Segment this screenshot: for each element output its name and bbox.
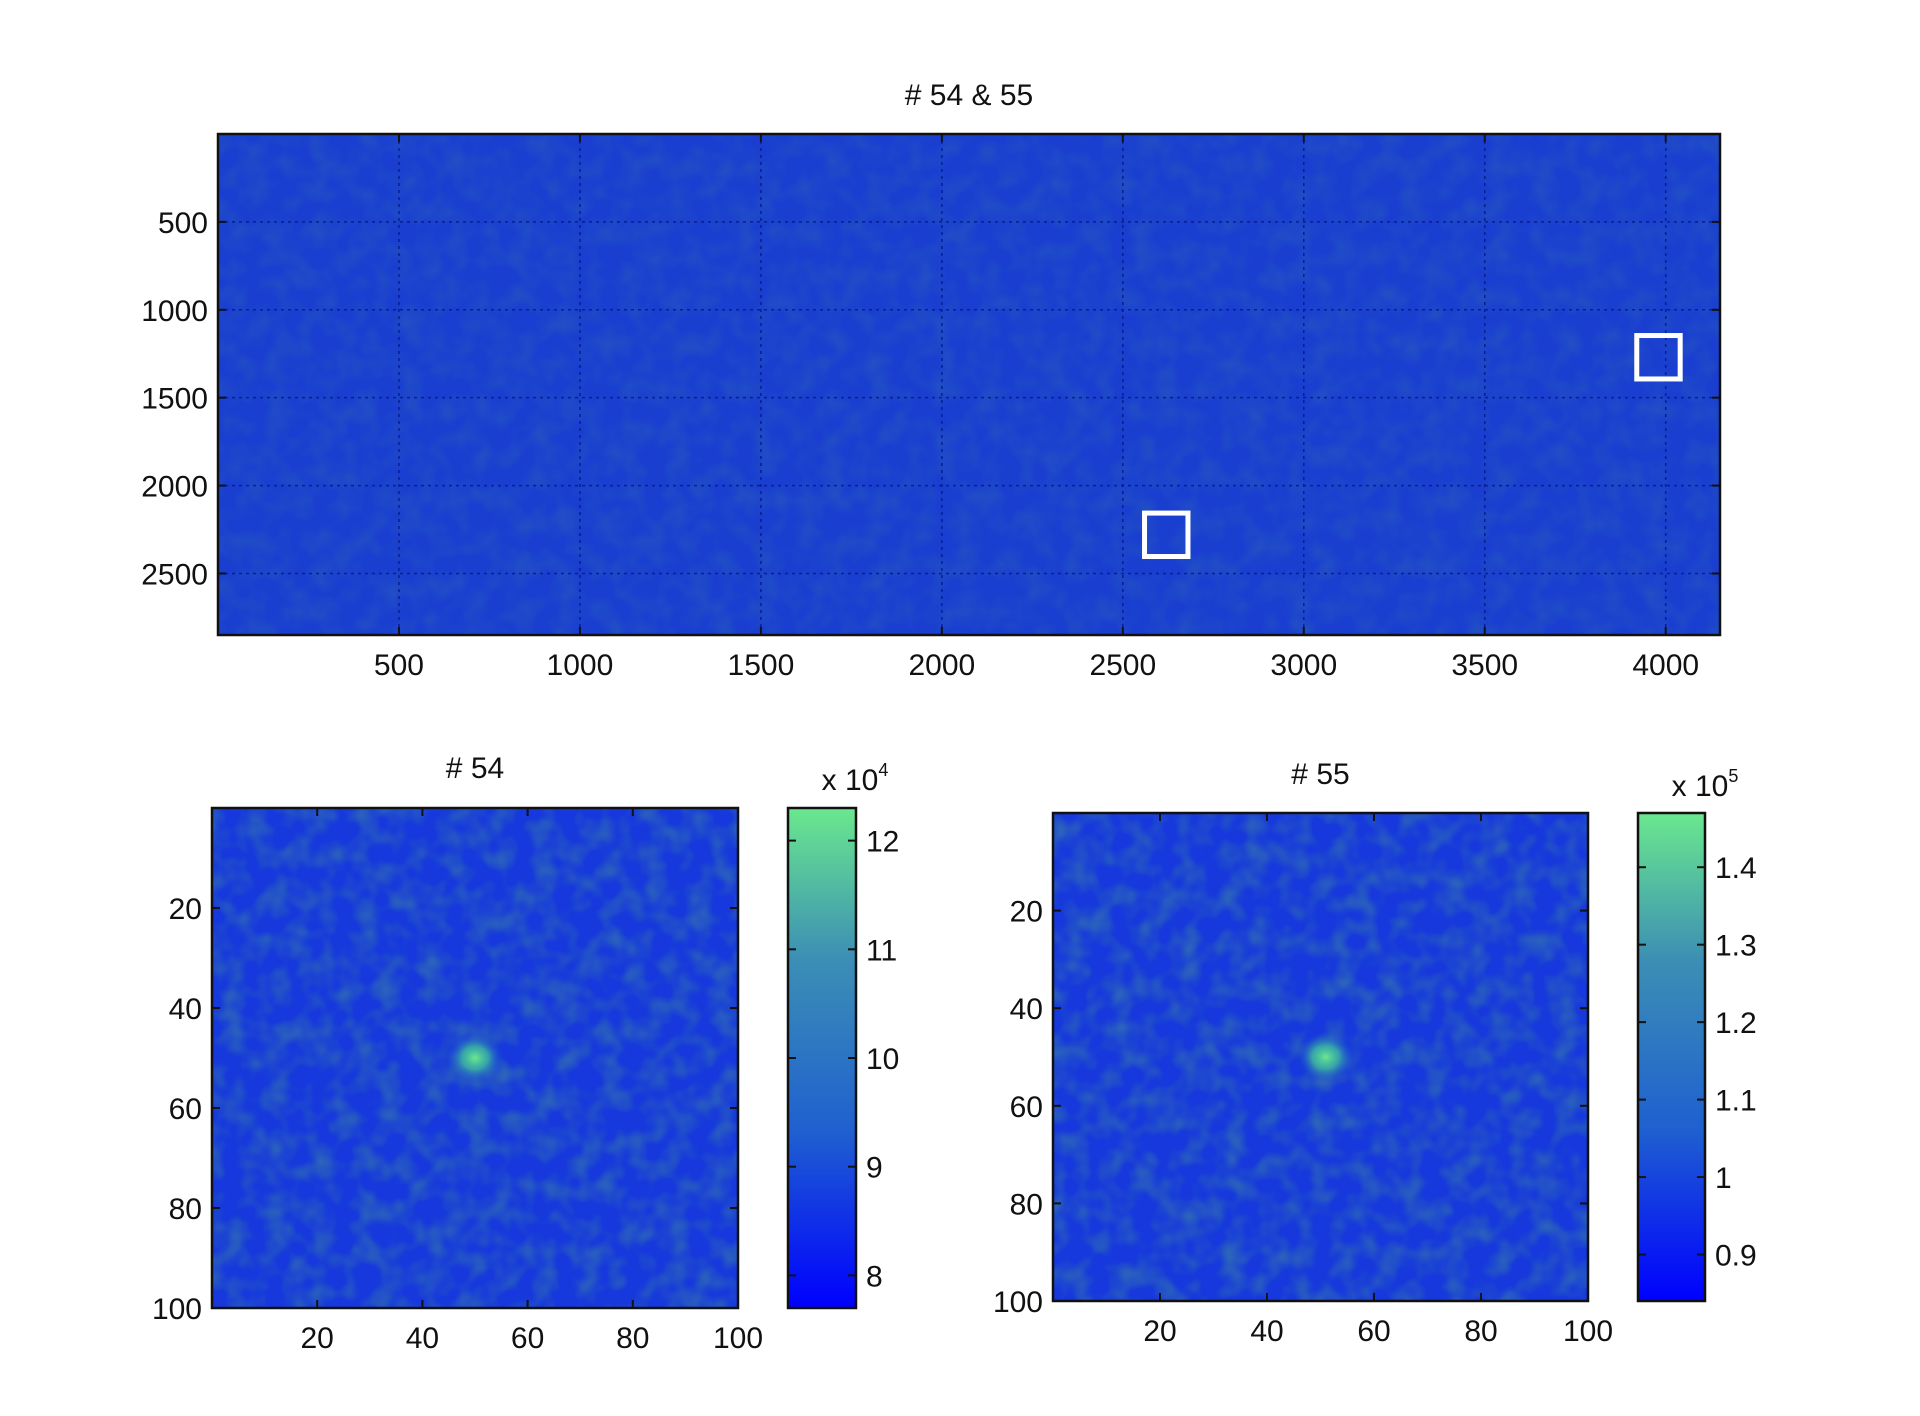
y-tick-label: 2000 [141, 471, 208, 504]
x-tick-label: 60 [511, 1322, 544, 1355]
colorbar-tick-label: 1.2 [1715, 1007, 1757, 1040]
x-tick-label: 100 [1563, 1315, 1613, 1348]
colorbar-tick-label: 1.1 [1715, 1085, 1757, 1118]
colorbar-tick-label: 1.4 [1715, 852, 1757, 885]
y-tick-label: 20 [169, 893, 202, 926]
colorbar-multiplier-base: x 10 [1672, 770, 1729, 803]
y-tick-label: 100 [993, 1286, 1043, 1319]
x-tick-label: 2000 [908, 649, 975, 682]
colorbar-tick-label: 1.3 [1715, 930, 1757, 963]
peak-spot [1295, 1031, 1356, 1083]
chart-title: # 54 [446, 752, 504, 785]
x-tick-label: 60 [1357, 1315, 1390, 1348]
zoom-heatmap-54-panel: 20 40 60 80 100 20 40 60 80 100 # 54 8 9 10 11 12 x 104 [152, 752, 899, 1355]
x-tick-label: 1500 [728, 649, 795, 682]
x-tick-label: 4000 [1632, 649, 1699, 682]
colorbar [1638, 813, 1705, 1301]
x-tick-label: 40 [406, 1322, 439, 1355]
colorbar-tick-label: 12 [866, 826, 899, 859]
colorbar-multiplier-exponent: 4 [878, 760, 888, 780]
colorbar-tick-label: 1 [1715, 1162, 1732, 1195]
y-tick-label: 100 [152, 1293, 202, 1326]
colorbar-tick-label: 8 [866, 1260, 883, 1293]
heatmap-texture [218, 134, 1720, 635]
x-tick-label: 2500 [1089, 649, 1156, 682]
overview-heatmap-panel: 500 1000 1500 2000 2500 3000 3500 4000 500 1000 15… [141, 79, 1722, 682]
y-tick-label: 1500 [141, 383, 208, 416]
axes-frame [216, 132, 1722, 637]
y-tick-label: 80 [1010, 1188, 1043, 1221]
chart-title: # 54 & 55 [905, 79, 1033, 112]
x-tick-label: 100 [713, 1322, 763, 1355]
colorbar-multiplier: x 104 [822, 760, 889, 797]
x-tick-label: 20 [301, 1322, 334, 1355]
y-tick-label: 2500 [141, 558, 208, 591]
colorbar-tick-label: 11 [866, 934, 897, 967]
colorbar-multiplier-exponent: 5 [1728, 766, 1738, 786]
highlight-box-2 [1634, 333, 1683, 382]
colorbar-frame [1636, 811, 1707, 1303]
x-tick-label: 40 [1250, 1315, 1283, 1348]
x-tick-label: 1000 [547, 649, 614, 682]
axes-frame [210, 806, 740, 1310]
colorbar [788, 808, 856, 1308]
zoom-heatmap-55-panel: 20 40 60 80 100 20 40 60 80 100 # 55 0.9 1 1.1 1.2 1.3 1… [993, 758, 1757, 1348]
colorbar-multiplier: x 105 [1672, 766, 1739, 803]
colorbar-tick-label: 0.9 [1715, 1240, 1757, 1273]
highlight-box-1 [1142, 510, 1191, 560]
y-tick-label: 1000 [141, 295, 208, 328]
colorbar-multiplier-base: x 10 [822, 764, 879, 797]
peak-spot [445, 1032, 505, 1084]
x-tick-label: 80 [1464, 1315, 1497, 1348]
y-tick-label: 60 [1010, 1091, 1043, 1124]
x-tick-label: 20 [1143, 1315, 1176, 1348]
axes-frame [1051, 811, 1590, 1303]
colorbar-tick-label: 10 [866, 1043, 899, 1076]
y-tick-label: 40 [169, 993, 202, 1026]
y-tick-label: 20 [1010, 896, 1043, 929]
x-tick-label: 3000 [1270, 649, 1337, 682]
colorbar-tick-label: 9 [866, 1152, 883, 1185]
y-tick-label: 500 [158, 207, 208, 240]
chart-title: # 55 [1291, 758, 1349, 791]
x-tick-label: 80 [616, 1322, 649, 1355]
x-tick-label: 500 [374, 649, 424, 682]
y-tick-label: 40 [1010, 993, 1043, 1026]
x-tick-label: 3500 [1451, 649, 1518, 682]
y-tick-label: 80 [169, 1193, 202, 1226]
y-tick-label: 60 [169, 1093, 202, 1126]
